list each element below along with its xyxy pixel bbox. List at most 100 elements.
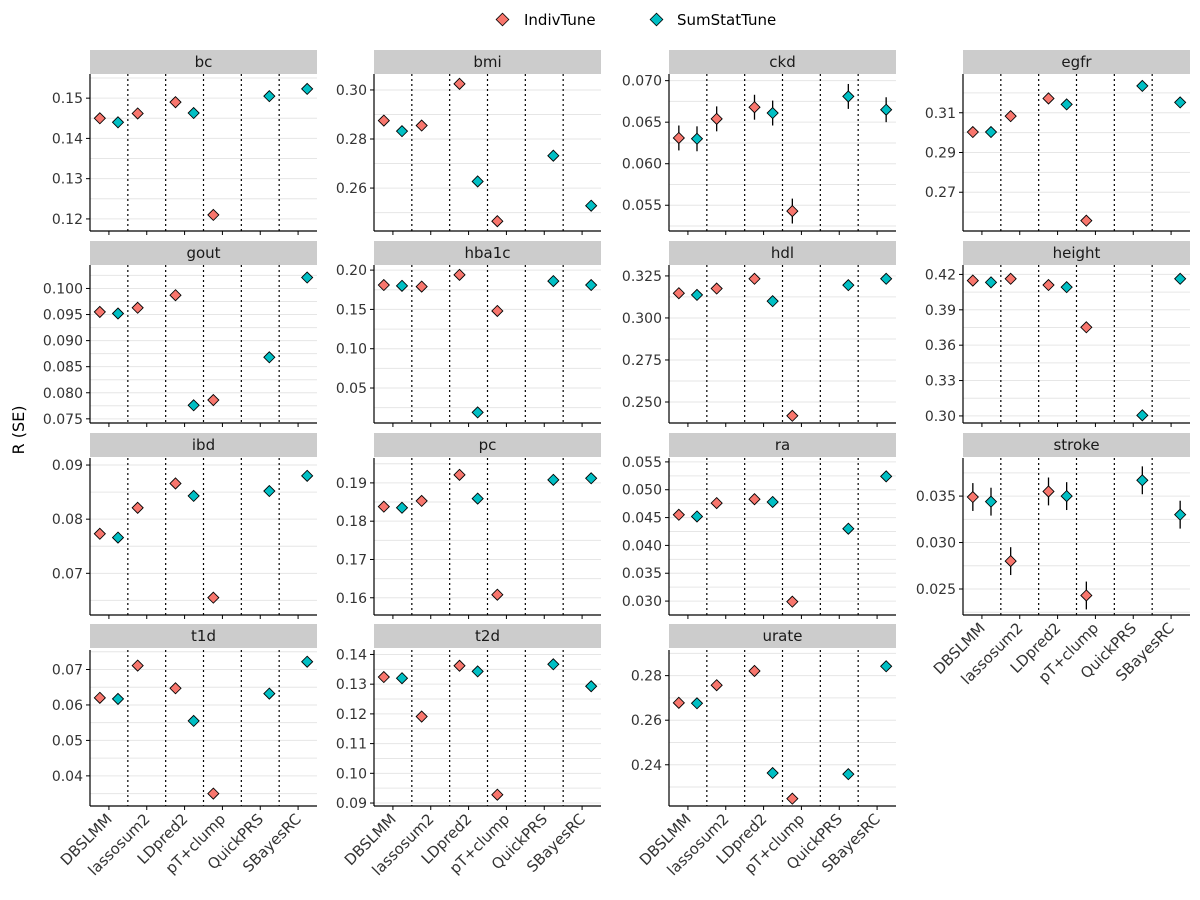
panel-title: hba1c (464, 244, 510, 262)
strip (669, 624, 896, 648)
y-axis-title: R (SE) (9, 406, 28, 455)
point-sumstattune-dbslmm (111, 692, 125, 706)
point-indivtune-ldpred2 (453, 468, 466, 481)
y-tick-label: 0.055 (622, 455, 662, 471)
point-sumstattune-ldpred2 (766, 106, 779, 120)
strip (669, 433, 896, 457)
point-sumstattune-dbslmm (395, 501, 409, 514)
strip (374, 624, 601, 648)
y-tick-label: 0.18 (336, 514, 367, 530)
point-indivtune-ldpred2 (169, 289, 182, 302)
y-tick-label: 0.075 (43, 412, 83, 428)
strip (90, 433, 317, 457)
point-sumstattune-sbayesrc (1174, 272, 1187, 285)
y-tick-label: 0.070 (622, 74, 662, 90)
y-tick-label: 0.14 (52, 131, 83, 147)
point-sumstattune-sbayesrc (301, 469, 314, 483)
y-tick-label: 0.085 (43, 360, 83, 376)
y-tick-label: 0.250 (622, 395, 662, 411)
y-tick-label: 0.275 (622, 353, 662, 369)
panel-title: t2d (475, 627, 500, 645)
point-indivtune-ldpred2 (169, 96, 182, 109)
strip (963, 50, 1190, 74)
point-sumstattune-ldpred2 (766, 495, 779, 509)
point-sumstattune-ldpred2 (1060, 98, 1073, 111)
point-indivtune-pt-clump (207, 393, 220, 407)
y-tick-label: 0.04 (52, 769, 83, 785)
point-indivtune-dbslmm (966, 274, 979, 287)
point-sumstattune-sbayesrc (585, 199, 598, 212)
y-tick-label: 0.31 (925, 106, 956, 122)
point-indivtune-lassosum2 (415, 494, 428, 508)
panel-t1d: t1d0.040.050.060.07DBSLMMlassosum2LDpred… (52, 624, 317, 879)
point-sumstattune-ldpred2 (471, 175, 484, 188)
point-sumstattune-ldpred2 (471, 492, 484, 505)
panel-gout: gout 0.075 0.080 0.085 0.090 0.095 0.100 (43, 241, 317, 428)
point-sumstattune-ldpred2 (766, 295, 779, 308)
point-indivtune-dbslmm (966, 490, 979, 504)
point-sumstattune-quickprs (1136, 79, 1149, 93)
point-sumstattune-dbslmm (111, 116, 125, 129)
y-tick-label: 0.095 (43, 308, 83, 324)
point-sumstattune-quickprs (263, 90, 276, 103)
y-tick-label: 0.07 (52, 566, 83, 582)
point-indivtune-lassosum2 (1004, 109, 1017, 123)
legend-key-sumstattune (649, 12, 664, 27)
point-sumstattune-sbayesrc (301, 655, 314, 668)
point-sumstattune-ldpred2 (187, 489, 200, 503)
point-indivtune-dbslmm (93, 112, 106, 125)
point-indivtune-dbslmm (93, 305, 106, 319)
y-tick-label: 0.050 (622, 483, 662, 499)
panel-title: ckd (769, 53, 795, 71)
point-indivtune-dbslmm (377, 278, 390, 292)
y-tick-label: 0.040 (622, 538, 662, 554)
panel-title: egfr (1061, 53, 1092, 71)
y-tick-label: 0.10 (336, 342, 367, 358)
strip (669, 241, 896, 265)
point-indivtune-ldpred2 (1042, 485, 1055, 498)
point-sumstattune-ldpred2 (471, 406, 484, 419)
strip (374, 241, 601, 265)
legend-item-indivtune: IndivTune (495, 11, 596, 29)
y-tick-label: 0.08 (52, 512, 83, 528)
point-sumstattune-ldpred2 (187, 106, 200, 120)
point-indivtune-pt-clump (491, 304, 504, 318)
point-indivtune-ldpred2 (748, 664, 761, 678)
point-indivtune-lassosum2 (131, 501, 144, 514)
point-sumstattune-ldpred2 (766, 766, 779, 780)
y-tick-label: 0.17 (336, 552, 367, 568)
y-tick-label: 0.300 (622, 311, 662, 327)
point-sumstattune-quickprs (547, 274, 560, 288)
point-indivtune-dbslmm (377, 670, 390, 684)
point-sumstattune-sbayesrc (585, 278, 598, 292)
point-indivtune-dbslmm (672, 131, 685, 145)
point-sumstattune-ldpred2 (187, 399, 200, 412)
point-sumstattune-dbslmm (690, 697, 704, 710)
point-sumstattune-quickprs (1136, 409, 1149, 422)
panel-bmi: bmi 0.26 0.28 0.30 (336, 50, 601, 235)
point-sumstattune-dbslmm (690, 288, 704, 302)
point-sumstattune-quickprs (263, 687, 276, 700)
point-sumstattune-ldpred2 (1060, 489, 1073, 503)
panel-title: urate (763, 627, 803, 645)
point-sumstattune-quickprs (842, 767, 855, 781)
panel-t2d: t2d0.090.100.110.120.130.14DBSLMMlassosu… (336, 624, 601, 879)
point-indivtune-pt-clump (1080, 589, 1093, 602)
y-tick-label: 0.19 (336, 476, 367, 492)
y-tick-label: 0.12 (52, 212, 83, 228)
point-indivtune-pt-clump (207, 591, 220, 604)
panel-title: t1d (191, 627, 216, 645)
point-indivtune-lassosum2 (131, 107, 144, 120)
panel-height: height 0.30 0.33 0.36 0.39 0.42 (925, 241, 1190, 427)
point-sumstattune-dbslmm (690, 510, 704, 523)
point-sumstattune-quickprs (842, 279, 855, 292)
point-indivtune-lassosum2 (415, 119, 428, 132)
point-indivtune-pt-clump (207, 787, 220, 800)
point-sumstattune-dbslmm (111, 531, 125, 544)
legend-label-indivtune: IndivTune (524, 11, 596, 29)
panel-ibd: ibd 0.07 0.08 0.09 (52, 433, 317, 619)
y-tick-label: 0.26 (631, 713, 662, 729)
y-tick-label: 0.09 (336, 796, 367, 812)
y-tick-label: 0.39 (925, 303, 956, 319)
